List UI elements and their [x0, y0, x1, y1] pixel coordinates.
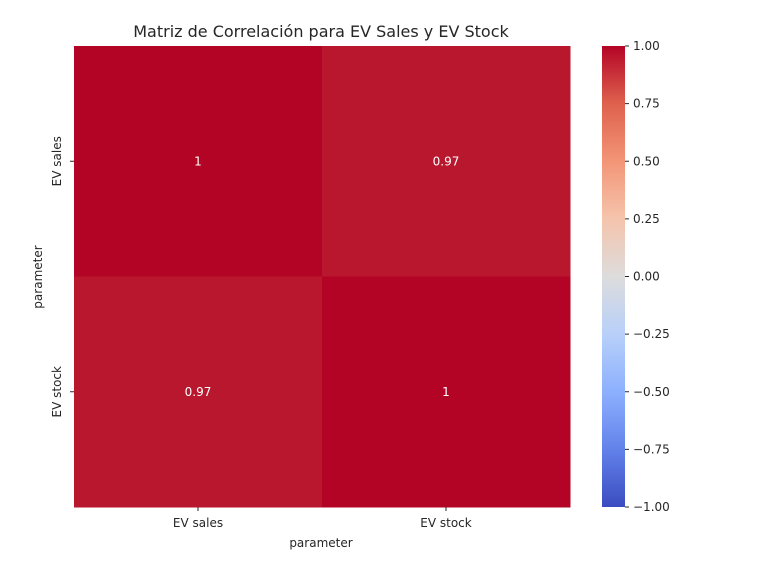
colorbar-tick-label: 0.50: [633, 154, 660, 168]
y-axis: EV sales EV stock: [50, 136, 74, 417]
x-tick-label: EV sales: [173, 516, 223, 530]
heatmap-cell-1-0: [74, 276, 323, 508]
heatmap-cell-0-0: [74, 46, 323, 277]
colorbar-tick-label: 1.00: [633, 39, 660, 53]
heatmap-cell-0-1: [322, 46, 571, 277]
x-tick-label: EV stock: [420, 516, 472, 530]
colorbar-tick-label: −0.75: [633, 442, 670, 456]
y-tick-label: EV stock: [50, 366, 64, 418]
colorbar-ticks: 1.00 0.75 0.50 0.25 0.00 −0.25 −0.50 −0.75 −1.00: [625, 39, 670, 514]
colorbar-tick-label: 0.75: [633, 97, 660, 111]
cell-annotation-1-1: 1: [442, 385, 450, 399]
x-axis-label: parameter: [289, 536, 352, 550]
y-axis-label: parameter: [31, 245, 45, 308]
chart-title: Matriz de Correlación para EV Sales y EV…: [133, 22, 509, 41]
colorbar: [602, 46, 625, 507]
cell-annotation-1-0: 0.97: [185, 385, 212, 399]
x-axis: EV sales EV stock: [173, 507, 472, 530]
colorbar-tick-label: −0.50: [633, 385, 670, 399]
colorbar-tick-label: −0.25: [633, 327, 670, 341]
colorbar-tick-label: 0.00: [633, 270, 660, 284]
cell-annotation-0-0: 1: [194, 154, 202, 168]
y-tick-label: EV sales: [50, 136, 64, 186]
colorbar-tick-label: −1.00: [633, 500, 670, 514]
heatmap-annotations: 1 0.97 0.97 1: [185, 154, 460, 399]
colorbar-tick-label: 0.25: [633, 212, 660, 226]
cell-annotation-0-1: 0.97: [433, 154, 460, 168]
heatmap-cells: [74, 46, 571, 508]
heatmap-cell-1-1: [322, 276, 571, 508]
